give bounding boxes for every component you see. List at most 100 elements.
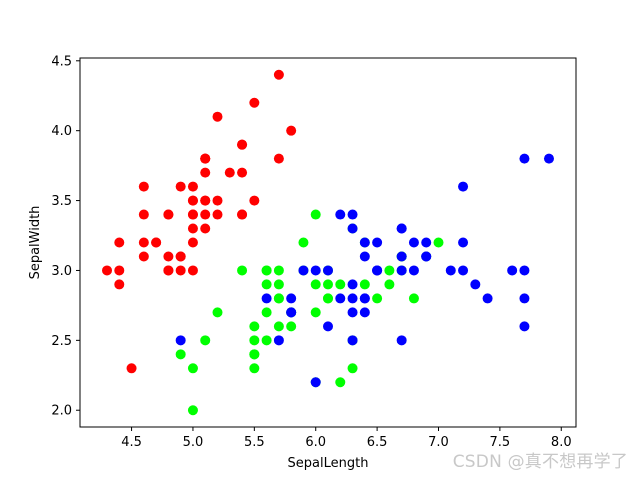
plot-frame — [79, 57, 577, 428]
scatter-point — [261, 279, 272, 290]
scatter-point — [114, 265, 125, 276]
scatter-point — [249, 97, 260, 108]
scatter-point — [359, 251, 370, 262]
scatter-point — [163, 209, 174, 220]
scatter-point — [200, 153, 211, 164]
scatter-point — [273, 321, 284, 332]
scatter-point — [323, 321, 333, 332]
scatter-point — [286, 307, 297, 318]
scatter-point — [175, 265, 186, 276]
y-tick-label: 2.5 — [51, 334, 72, 349]
scatter-point — [224, 167, 235, 178]
scatter-point — [396, 251, 407, 262]
scatter-point — [543, 153, 554, 164]
y-tick-label: 3.5 — [51, 194, 72, 209]
scatter-point — [347, 307, 358, 318]
scatter-point — [163, 265, 174, 276]
scatter-point — [310, 377, 321, 388]
scatter-point — [249, 349, 260, 360]
scatter-point — [187, 209, 198, 220]
scatter-point — [261, 293, 272, 304]
scatter-point — [323, 279, 333, 290]
scatter-point — [138, 181, 149, 192]
scatter-point — [261, 307, 272, 318]
x-tick-label: 5.5 — [244, 435, 265, 450]
scatter-point — [384, 265, 395, 276]
data-points — [102, 69, 554, 416]
scatter-point — [396, 223, 407, 234]
scatter-point — [126, 363, 137, 374]
scatter-point — [151, 237, 162, 248]
scatter-point — [273, 279, 284, 290]
y-tick-label: 2.0 — [51, 404, 72, 419]
scatter-point — [396, 265, 407, 276]
scatter-point — [310, 307, 321, 318]
scatter-point — [347, 279, 358, 290]
scatter-point — [396, 335, 407, 346]
scatter-point — [421, 251, 432, 262]
x-tick-label: 6.5 — [367, 435, 388, 450]
scatter-point — [200, 223, 211, 234]
scatter-point — [175, 349, 186, 360]
scatter-point — [408, 265, 419, 276]
scatter-point — [163, 251, 174, 262]
scatter-point — [273, 69, 284, 80]
scatter-point — [200, 209, 211, 220]
scatter-point — [470, 279, 481, 290]
scatter-point — [335, 279, 346, 290]
scatter-point — [298, 237, 309, 248]
scatter-point — [298, 265, 309, 276]
scatter-point — [138, 251, 149, 262]
scatter-point — [347, 209, 358, 220]
y-axis-label: SepalWidth — [28, 206, 43, 280]
y-axis-ticks: 2.0 2.5 3.0 3.5 4.0 4.5 — [51, 54, 80, 419]
scatter-point — [519, 293, 530, 304]
scatter-point — [519, 265, 530, 276]
scatter-point — [408, 237, 419, 248]
scatter-point — [114, 279, 125, 290]
scatter-point — [237, 167, 248, 178]
scatter-point — [249, 363, 260, 374]
scatter-point — [200, 167, 211, 178]
scatter-point — [347, 363, 358, 374]
scatter-point — [310, 279, 321, 290]
x-tick-label: 5.0 — [183, 435, 204, 450]
scatter-point — [212, 209, 223, 220]
scatter-point — [458, 237, 469, 248]
scatter-point — [458, 265, 469, 276]
scatter-point — [175, 181, 186, 192]
scatter-point — [323, 293, 333, 304]
scatter-point — [187, 405, 198, 416]
scatter-point — [261, 265, 272, 276]
scatter-point — [187, 237, 198, 248]
scatter-point — [384, 279, 395, 290]
scatter-point — [187, 195, 198, 206]
x-axis-ticks: 4.5 5.0 5.5 6.0 6.5 7.0 7.5 8.0 — [121, 427, 572, 450]
scatter-point — [310, 209, 321, 220]
scatter-point — [310, 265, 321, 276]
scatter-point — [458, 181, 469, 192]
scatter-point — [114, 237, 125, 248]
scatter-point — [421, 237, 432, 248]
scatter-point — [286, 293, 297, 304]
scatter-point — [372, 265, 383, 276]
watermark-text: CSDN @真不想再学了 — [452, 452, 628, 472]
scatter-point — [249, 195, 260, 206]
scatter-point — [212, 195, 223, 206]
scatter-point — [323, 265, 333, 276]
scatter-point — [261, 335, 272, 346]
scatter-point — [286, 321, 297, 332]
scatter-point — [175, 251, 186, 262]
y-tick-label: 3.0 — [51, 264, 72, 279]
scatter-point — [359, 293, 370, 304]
scatter-point — [249, 321, 260, 332]
scatter-point — [359, 237, 370, 248]
scatter-point — [187, 265, 198, 276]
scatter-point — [212, 307, 223, 318]
scatter-point — [347, 223, 358, 234]
scatter-point — [359, 307, 370, 318]
x-tick-label: 6.0 — [305, 435, 326, 450]
scatter-point — [187, 223, 198, 234]
scatter-point — [408, 293, 419, 304]
